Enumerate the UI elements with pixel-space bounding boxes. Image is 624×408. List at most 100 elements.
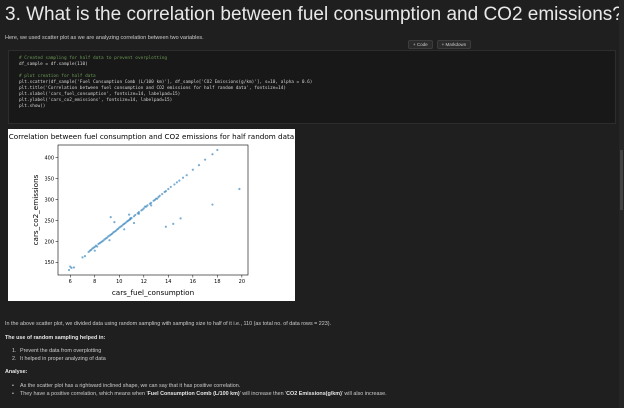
x-tick-label: 10 [116,279,122,285]
analyse-list: • As the scatter plot has a rightward inc… [12,382,387,398]
scatter-point [167,187,170,191]
y-tick-label: 300 [44,197,54,203]
scatter-point [132,221,136,225]
scatter-point [137,210,141,214]
scatter-point [143,205,147,208]
list-item: 1. Prevent the data from overplotting [12,347,106,355]
y-tick-label: 150 [44,260,54,266]
code-line: # plot creation for half data [19,74,96,79]
code-line: # Created sampling for half data to prev… [19,56,168,61]
cell-toolbar: + Code + Markdown [408,40,472,49]
plot-frame [57,144,249,276]
scatter-point [83,255,87,258]
x-tick-label: 12 [141,279,147,285]
scatter-point [179,217,182,220]
y-tick-label: 250 [44,218,54,224]
sampling-list: 1. Prevent the data from overplotting 2. It… [12,347,106,363]
scatter-point [150,201,153,204]
scatter-point [164,190,167,193]
list-marker: • [12,391,14,397]
list-marker: • [12,383,14,389]
list-item-text: ' will increase then ' [239,391,287,397]
add-markdown-cell-button[interactable]: + Markdown [436,40,472,49]
list-item: 2. It helped in proper analyzing of data [12,355,106,363]
x-axis-label: cars_fuel_consumption [112,288,194,297]
y-tick-label: 200 [44,239,54,245]
list-item-text: It helped in proper analyzing of data [20,356,106,362]
x-tick-label: 8 [93,279,96,285]
x-tick-label: 16 [190,279,196,285]
scatter-point [67,268,71,272]
chart-title: Correlation between fuel consumption and… [9,132,294,141]
code-line: plt.scatter(df_sample['Fuel Consumption … [19,80,313,85]
add-code-cell-button[interactable]: + Code [408,40,433,49]
y-tick-label: 350 [44,176,54,182]
intro-text: Here, we used scatter plot as we are ana… [5,35,204,41]
scatter-point [81,256,84,259]
scatter-point [238,187,241,191]
list-item-text: Prevent the data from overplotting [20,348,102,354]
x-tick-label: 20 [239,279,245,285]
scatter-point [113,221,116,224]
scatter-point [146,204,149,207]
scatter-point [137,212,141,215]
scatter-point [211,153,214,156]
scatter-point [191,168,194,171]
scatter-point [158,194,161,197]
scatter-point [142,207,145,210]
analysis-paragraph: In the above scatter plot, we divided da… [5,321,332,327]
code-line: plt.show() [19,104,46,109]
scatter-point [89,248,93,251]
scatter-point [169,185,172,189]
scatter-point [108,239,111,242]
scatter-point [181,176,185,179]
code-editor[interactable]: # Created sampling for half data to prev… [19,56,312,110]
list-item: • They have a positive correlation, which… [12,390,387,398]
scatter-point [96,245,99,248]
code-line: df_sample = df.sample(110) [19,62,88,67]
y-tick-label: 400 [44,155,54,161]
scatter-point [172,222,175,225]
scatter-point [175,181,179,184]
list-item-text: Fuel Consumption Comb (L/100 km) [147,391,240,397]
scatter-point [173,183,176,186]
x-tick-label: 6 [69,279,72,285]
code-line: plt.title('Correlation between fuel cons… [19,86,286,91]
scatter-point [164,225,167,228]
section-heading: 3. What is the correlation between fuel … [5,4,623,25]
scatter-chart: Correlation between fuel consumption and… [9,132,294,297]
code-line: plt.xlabel('cars_fuel_consumption', font… [19,92,181,97]
scatter-point [72,266,76,269]
scatter-point [203,158,207,161]
scatter-point [70,266,73,269]
scatter-point [123,228,126,231]
scatter-point [197,164,201,167]
scatter-point [93,249,96,252]
scatter-point [134,213,137,217]
scatter-point [216,148,219,152]
scrollbar-thumb[interactable] [620,150,623,210]
scatter-point [109,216,112,219]
scatter-point [211,203,214,206]
analyse-heading: Analyse: [5,369,28,375]
list-marker: 1. [12,348,17,354]
list-item-text: ' will also increase. [341,391,387,397]
list-item-text: As the scatter plot has a rightward incl… [20,383,241,389]
vertical-scrollbar[interactable] [619,0,624,408]
code-line: plt.ylabel('cars_co2_emissions', fontsiz… [19,98,173,103]
scatter-point [178,179,181,182]
list-item: • As the scatter plot has a rightward inc… [12,382,387,390]
code-cell[interactable]: # Created sampling for half data to prev… [8,50,616,124]
scatter-point [161,192,164,196]
scatter-point [156,197,159,200]
list-marker: 2. [12,356,17,362]
sampling-heading: The use of random sampling helped in: [5,335,106,341]
scatter-point [127,213,131,216]
x-tick-label: 14 [165,279,171,285]
y-axis-label: cars_co2_emissions [31,174,40,245]
list-item-text: They have a positive correlation, which … [20,391,148,397]
list-item-text: CO2 Emissions(g/km) [286,391,342,397]
x-tick-label: 18 [214,279,220,285]
scatter-point [129,217,132,220]
scatter-point [185,174,188,177]
